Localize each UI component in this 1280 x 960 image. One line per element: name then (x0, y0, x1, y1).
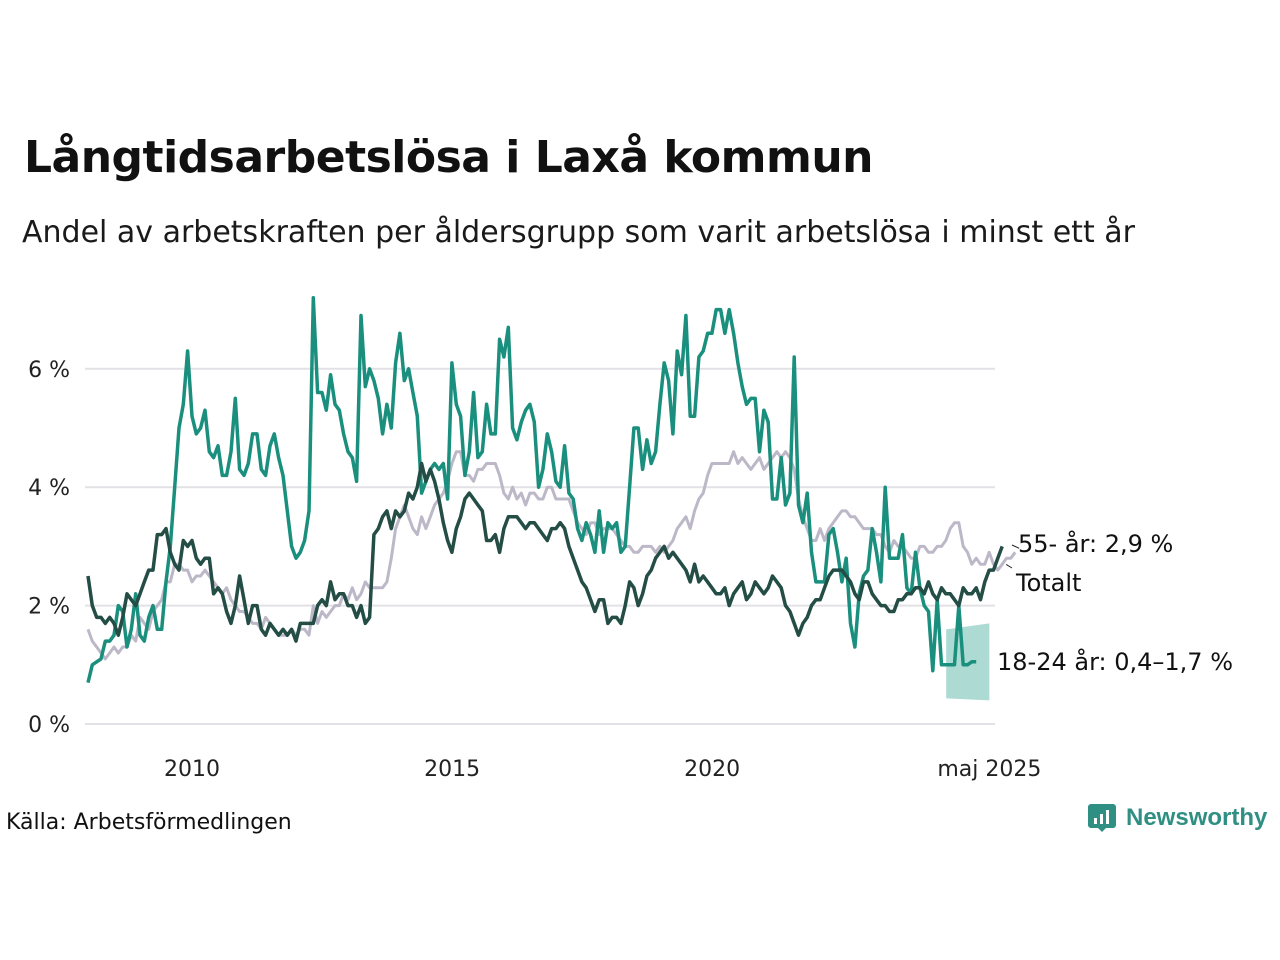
series-line-total (86, 461, 1004, 643)
series-lines (86, 296, 1017, 684)
x-tick-label: maj 2025 (937, 757, 1041, 782)
source-note: Källa: Arbetsförmedlingen (6, 810, 292, 835)
brand-name: Newsworthy (1126, 804, 1268, 831)
uncertainty-band (946, 623, 990, 701)
y-tick-label: 6 % (28, 358, 70, 383)
annotation-old: 55- år: 2,9 % (1018, 529, 1173, 558)
chart-subtitle: Andel av arbetskraften per åldersgrupp s… (22, 215, 1135, 250)
annotation-young: 18-24 år: 0,4–1,7 % (997, 647, 1233, 676)
y-tick-label: 4 % (28, 476, 70, 501)
x-tick-label: 2010 (164, 757, 220, 782)
series-line-old (86, 450, 1017, 661)
grid-lines (85, 367, 995, 725)
y-axis-ticks: 0 % 2 % 4 % 6 % (28, 358, 70, 738)
newsworthy-logo-icon (1088, 804, 1116, 832)
y-tick-label: 0 % (28, 713, 70, 738)
band-18-24 (946, 623, 990, 701)
brand-logo[interactable]: Newsworthy (1088, 804, 1267, 832)
x-tick-label: 2015 (424, 757, 480, 782)
y-tick-label: 2 % (28, 595, 70, 620)
x-tick-label: 2020 (684, 757, 740, 782)
chart-title: Långtidsarbetslösa i Laxå kommun (24, 132, 873, 183)
x-axis-ticks: 2010 2015 2020 maj 2025 (164, 757, 1041, 782)
annotation-leader-old (1011, 544, 1020, 549)
annotation-total: Totalt (1015, 569, 1081, 597)
series-line-young (86, 296, 977, 684)
annotation-leader-total (1005, 563, 1013, 569)
series-annotations: 55- år: 2,9 % Totalt 18-24 år: 0,4–1,7 % (997, 529, 1233, 676)
